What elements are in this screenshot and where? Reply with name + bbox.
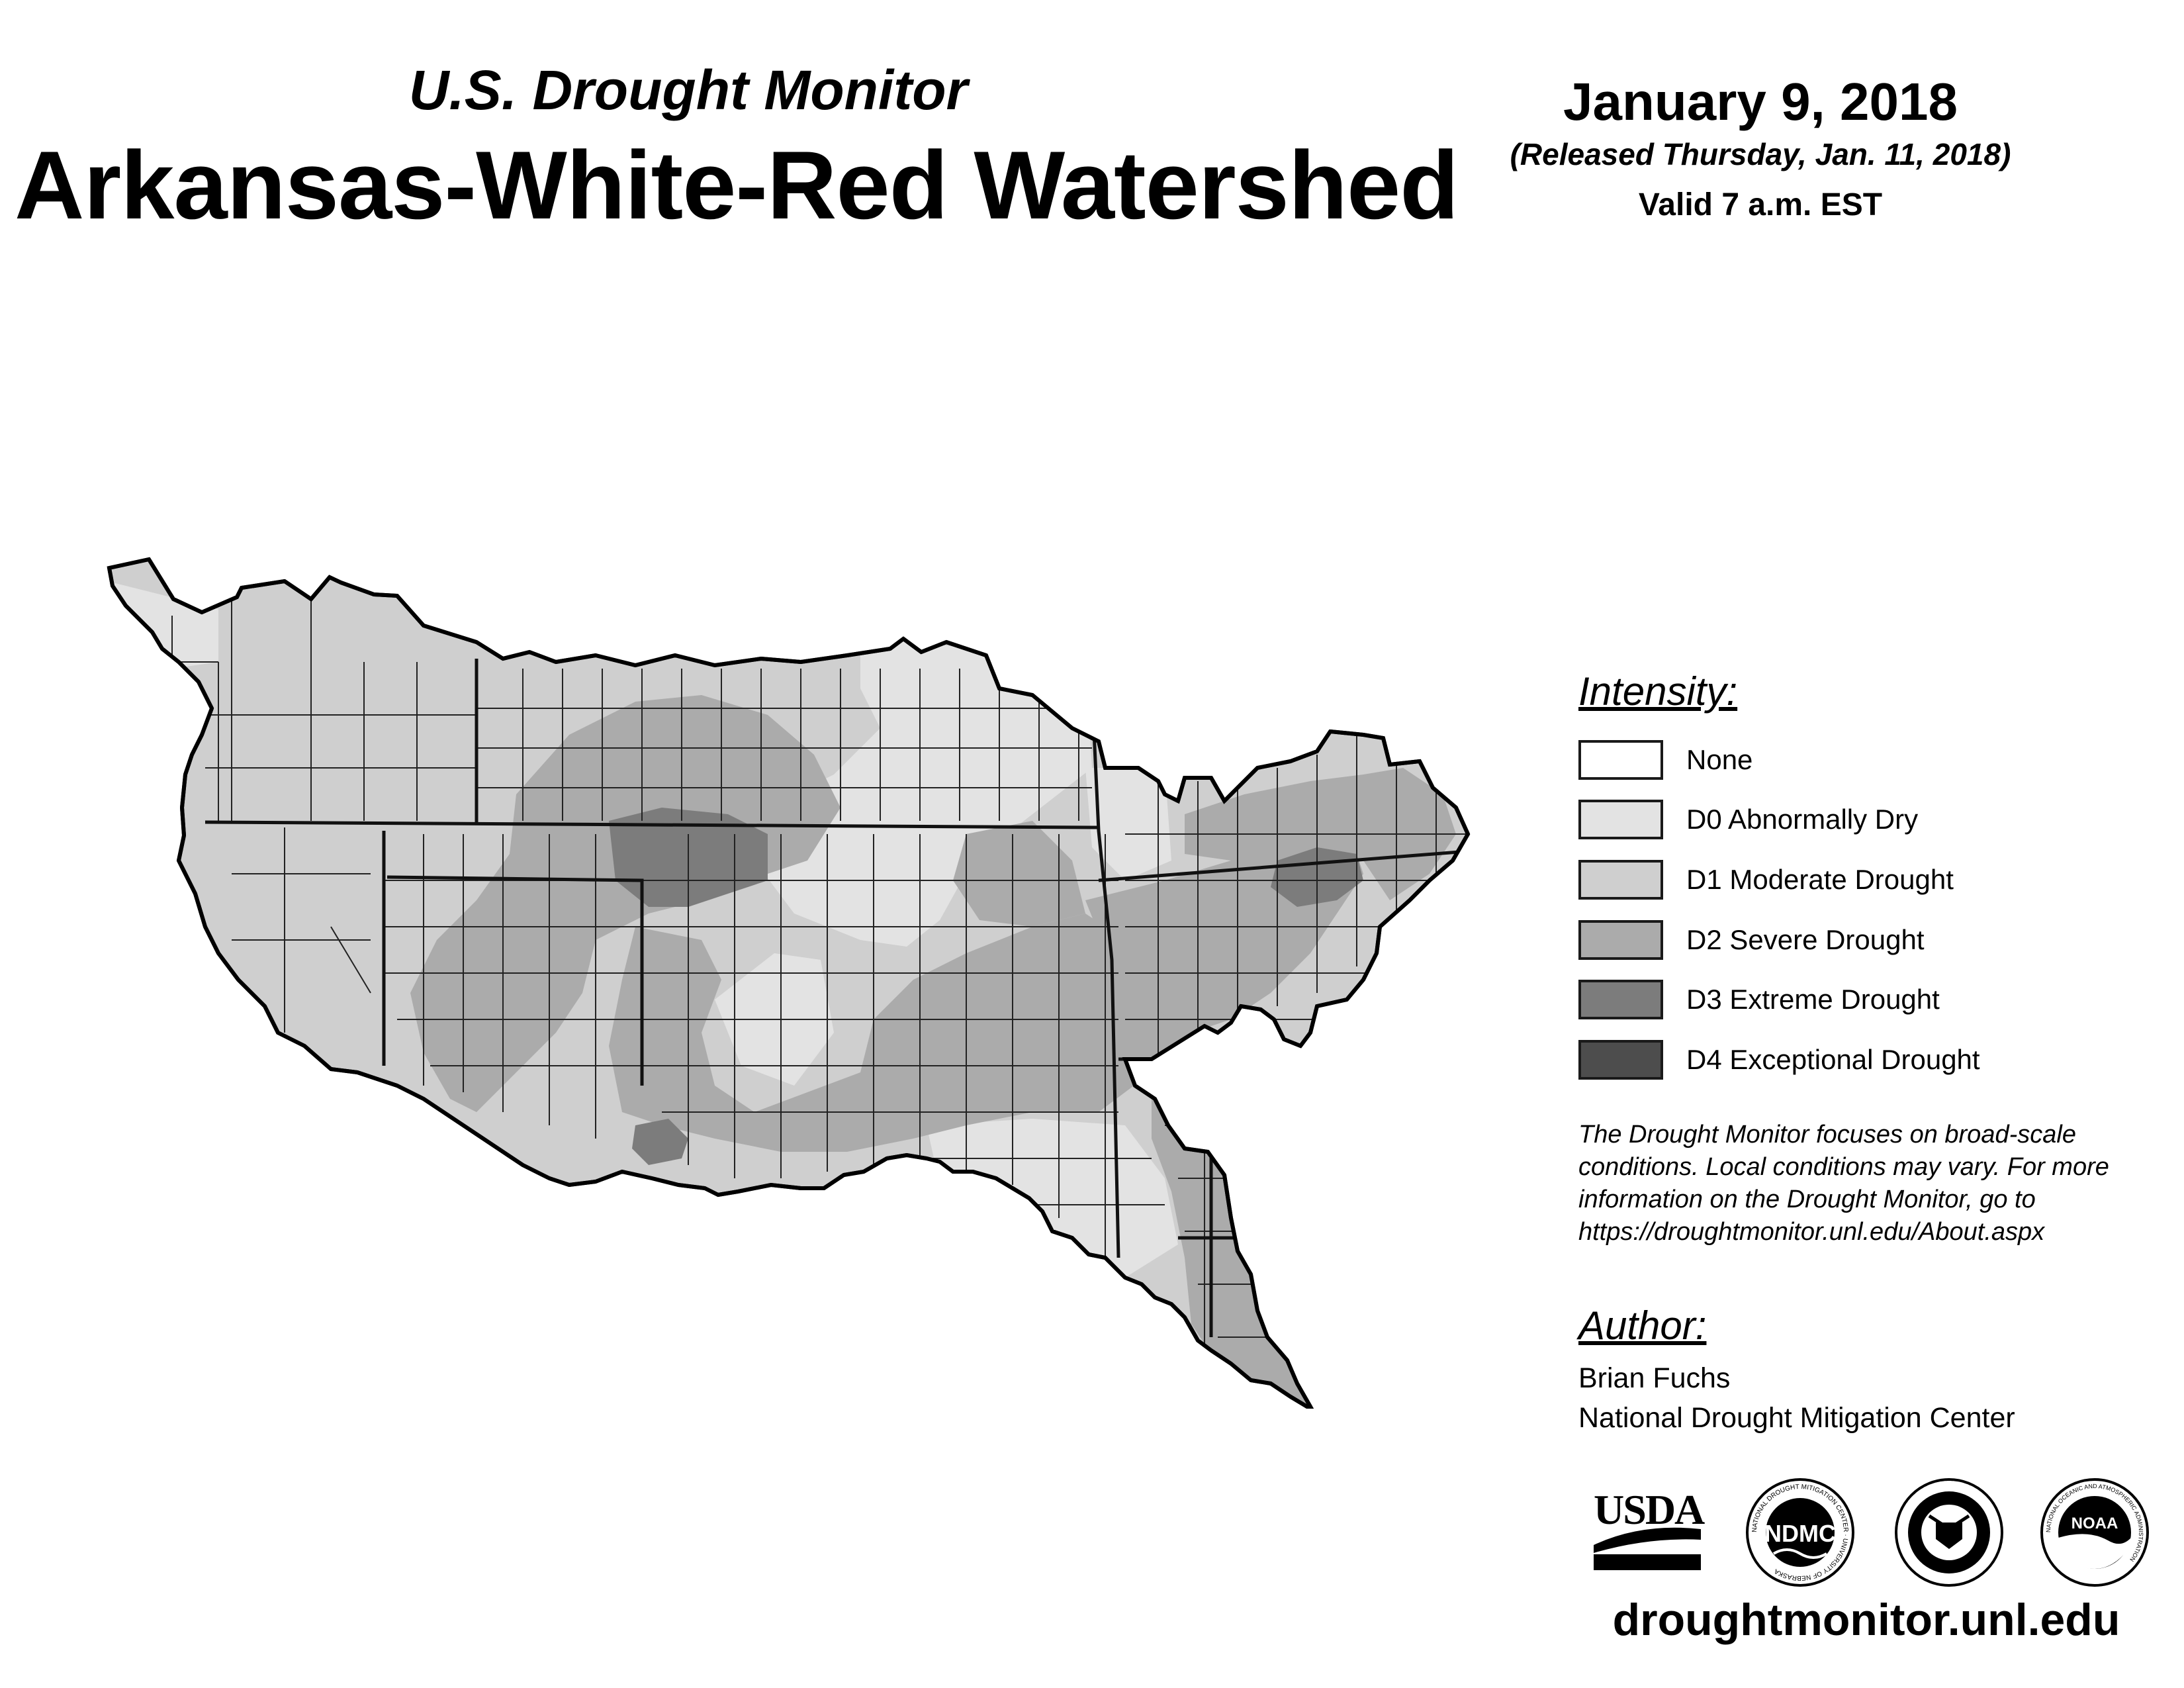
legend-label: D2 Severe Drought xyxy=(1686,924,1925,955)
legend-swatch xyxy=(1578,1040,1663,1080)
commerce-seal: DEPARTMENT OF COMMERCE · UNITED STATES O… xyxy=(1895,1478,2003,1587)
usda-logo-text: USDA xyxy=(1594,1486,1705,1533)
state-line-ok-panhandle xyxy=(387,875,644,1086)
legend-label: D1 Moderate Drought xyxy=(1686,864,1954,895)
ndmc-logo-text: NDMC xyxy=(1764,1520,1836,1547)
state-line-co-ks-north xyxy=(205,820,1099,829)
author-organization: National Drought Mitigation Center xyxy=(1578,1402,2015,1434)
ndmc-logo: NDMC NATIONAL DROUGHT MITIGATION CENTER … xyxy=(1746,1478,1854,1587)
county-lines-colorado xyxy=(231,596,477,821)
legend-item-d2: D2 Severe Drought xyxy=(1578,919,1925,961)
legend-item-d1: D1 Moderate Drought xyxy=(1578,859,1954,901)
author-name: Brian Fuchs xyxy=(1578,1362,1731,1394)
legend-label: D4 Exceptional Drought xyxy=(1686,1044,1980,1075)
note-line: information on the Drought Monitor, go t… xyxy=(1578,1186,2036,1213)
county-lines-colorado-rows xyxy=(205,714,477,769)
county-lines-panhandle-rows xyxy=(384,880,642,1066)
legend-item-d4: D4 Exceptional Drought xyxy=(1578,1039,1980,1081)
county-lines-new-mexico xyxy=(232,827,371,1033)
county-lines-missouri-arkansas xyxy=(1158,735,1437,1059)
legend-item-none: None xyxy=(1578,739,1752,781)
map-subtitle: U.S. Drought Monitor xyxy=(408,59,968,121)
valid-time: Valid 7 a.m. EST xyxy=(1638,187,1883,222)
map-title: Arkansas-White-Red Watershed xyxy=(15,131,1459,239)
legend-label: D0 Abnormally Dry xyxy=(1686,804,1919,835)
release-date: (Released Thursday, Jan. 11, 2018) xyxy=(1510,137,2011,171)
map-date: January 9, 2018 xyxy=(1563,72,1958,131)
partner-logos: USDA NDMC NATIONAL DROUGHT MITIGATION CE… xyxy=(1594,1478,2149,1587)
noaa-logo-text: NOAA xyxy=(2071,1515,2118,1532)
legend-item-d0: D0 Abnormally Dry xyxy=(1578,798,1918,841)
legend-title: Intensity: xyxy=(1578,669,1738,714)
legend-label: D3 Extreme Drought xyxy=(1686,984,1940,1015)
drought-shading xyxy=(109,559,1468,1407)
county-lines-oklahoma-rows xyxy=(642,880,1165,1205)
county-boundaries xyxy=(132,596,1468,1350)
legend-label: None xyxy=(1686,744,1753,775)
legend-swatch xyxy=(1578,920,1663,960)
county-lines-oklahoma xyxy=(688,834,1106,1258)
legend-swatch xyxy=(1578,800,1663,839)
legend-swatch xyxy=(1578,980,1663,1019)
watershed-boundary xyxy=(107,557,1470,1409)
legend-item-d3: D3 Extreme Drought xyxy=(1578,978,1940,1021)
d0-area-central xyxy=(754,635,1092,947)
d2-area-north-oklahoma xyxy=(953,821,1085,927)
noaa-logo: NOAA NATIONAL OCEANIC AND ATMOSPHERIC AD… xyxy=(2040,1478,2149,1587)
state-line-ok-east xyxy=(1089,661,1120,1258)
d0-area-east xyxy=(1085,768,1171,880)
d2-area-panhandle xyxy=(410,695,841,1112)
county-lines-ma-rows xyxy=(1125,833,1468,1020)
usda-logo: USDA xyxy=(1594,1486,1706,1570)
county-lines-kansas xyxy=(522,669,1079,821)
about-link[interactable]: https://droughtmonitor.unl.edu/About.asp… xyxy=(1578,1218,2045,1246)
note-line: The Drought Monitor focuses on broad-sca… xyxy=(1578,1121,2076,1149)
d3-area-texas xyxy=(632,1119,688,1165)
website-url[interactable]: droughtmonitor.unl.edu xyxy=(1612,1595,2120,1645)
author-heading: Author: xyxy=(1578,1303,1707,1348)
county-lines-kansas-rows xyxy=(477,708,1092,788)
note-line: conditions. Local conditions may vary. F… xyxy=(1578,1153,2109,1181)
legend-swatch xyxy=(1578,740,1663,780)
legend-swatch xyxy=(1578,860,1663,900)
disclaimer-note: The Drought Monitor focuses on broad-sca… xyxy=(1578,1119,2174,1248)
state-line-mo-ar xyxy=(1098,849,1468,882)
